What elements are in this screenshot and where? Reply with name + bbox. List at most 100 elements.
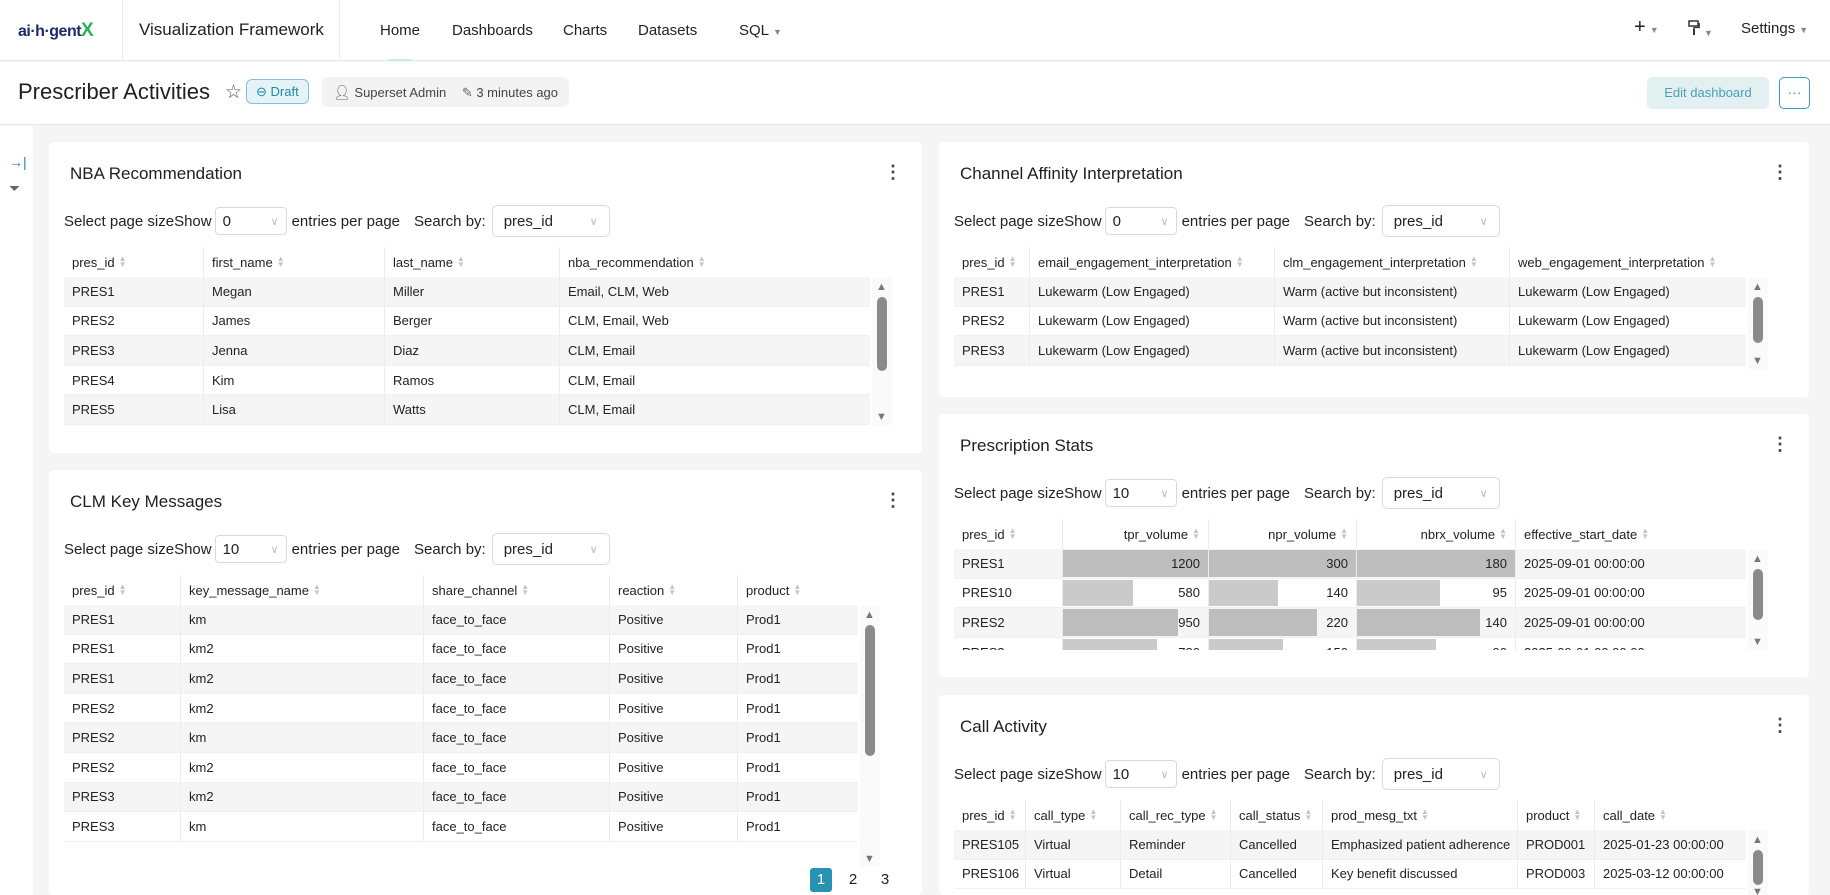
column-header[interactable]: product ▲ ▼ bbox=[1518, 800, 1595, 830]
theme-menu[interactable]: ▼ bbox=[1688, 20, 1713, 40]
column-header[interactable]: call_rec_type ▲ ▼ bbox=[1121, 800, 1231, 830]
table-row[interactable]: PRES3 km face_to_face Positive Prod1 bbox=[64, 812, 858, 842]
sort-icon[interactable]: ▲ ▼ bbox=[1708, 254, 1717, 269]
table-row[interactable]: PRES2 James Berger CLM, Email, Web bbox=[64, 306, 870, 337]
table-row[interactable]: PRES1 Megan Miller Email, CLM, Web bbox=[64, 277, 870, 307]
sort-icon[interactable]: ▲ ▼ bbox=[312, 582, 321, 597]
sort-icon[interactable]: ▲ ▼ bbox=[456, 254, 465, 269]
star-icon[interactable]: ☆ bbox=[225, 82, 243, 103]
kebab-menu-icon[interactable]: ⋮ bbox=[884, 490, 902, 510]
table-row[interactable]: PRES1 km2 face_to_face Positive Prod1 bbox=[64, 634, 858, 665]
sort-icon[interactable]: ▲ ▼ bbox=[1008, 526, 1017, 541]
column-header[interactable]: pres_id ▲ ▼ bbox=[64, 575, 181, 605]
vertical-scrollbar[interactable]: ▲ ▼ bbox=[1748, 549, 1768, 650]
kebab-menu-icon[interactable]: ⋮ bbox=[884, 162, 902, 182]
page-3-button[interactable]: 3 bbox=[880, 871, 890, 888]
table-row[interactable]: PRES2 km face_to_face Positive Prod1 bbox=[64, 723, 858, 753]
sort-icon[interactable]: ▲ ▼ bbox=[118, 254, 127, 269]
table-row[interactable]: PRES3 Jenna Diaz CLM, Email bbox=[64, 336, 870, 366]
table-row[interactable]: PRES3 Lukewarm (Low Engaged) Warm (active … bbox=[954, 336, 1746, 366]
table-row[interactable]: PRES2 km2 face_to_face Positive Prod1 bbox=[64, 752, 858, 783]
sort-icon[interactable]: ▲ ▼ bbox=[1421, 807, 1429, 822]
page-size-select[interactable]: 10 ∨ bbox=[1104, 760, 1177, 788]
column-header[interactable]: first_name ▲ ▼ bbox=[204, 247, 385, 277]
kebab-menu-icon[interactable]: ⋮ bbox=[1771, 434, 1789, 454]
column-header[interactable]: web_engagement_interpretation ▲ ▼ bbox=[1510, 247, 1746, 277]
vertical-scrollbar[interactable]: ▲ ▼ bbox=[1748, 277, 1768, 369]
sort-icon[interactable]: ▲ ▼ bbox=[1499, 526, 1507, 541]
logo[interactable]: ai·h·gentX bbox=[18, 20, 94, 42]
column-header[interactable]: last_name ▲ ▼ bbox=[385, 247, 560, 277]
status-badge[interactable]: ⊖ Draft bbox=[246, 79, 309, 104]
page-size-select[interactable]: 0 ∨ bbox=[214, 207, 287, 235]
sort-icon[interactable]: ▲ ▼ bbox=[1008, 254, 1017, 269]
kebab-menu-icon[interactable]: ⋮ bbox=[1771, 162, 1789, 182]
column-header[interactable]: effective_start_date ▲ ▼ bbox=[1516, 519, 1746, 549]
table-row[interactable]: PRES1 km2 face_to_face Positive Prod1 bbox=[64, 664, 858, 694]
page-size-select[interactable]: 0 ∨ bbox=[1104, 207, 1177, 235]
nav-charts[interactable]: Charts bbox=[563, 22, 608, 39]
edit-dashboard-button[interactable]: Edit dashboard bbox=[1647, 77, 1769, 109]
scroll-up-icon[interactable]: ▲ bbox=[864, 609, 875, 621]
column-header[interactable]: pres_id ▲ ▼ bbox=[64, 247, 204, 277]
table-row[interactable]: PRES1 km face_to_face Positive Prod1 bbox=[64, 605, 858, 635]
column-header[interactable]: nba_recommendation ▲ ▼ bbox=[560, 247, 870, 277]
settings-menu[interactable]: Settings ▼ bbox=[1741, 20, 1808, 37]
sort-icon[interactable]: ▲ ▼ bbox=[276, 254, 285, 269]
column-header[interactable]: nbrx_volume ▲ ▼ bbox=[1357, 519, 1516, 549]
page-size-select[interactable]: 10 ∨ bbox=[1104, 479, 1177, 507]
table-row[interactable]: PRES1 1200 300 180 2025-09-01 00:00:00 bbox=[954, 549, 1746, 579]
page-2-button[interactable]: 2 bbox=[848, 871, 858, 888]
column-header[interactable]: share_channel ▲ ▼ bbox=[424, 575, 610, 605]
add-menu[interactable]: + ▼ bbox=[1634, 16, 1659, 39]
column-header[interactable]: product ▲ ▼ bbox=[738, 575, 858, 605]
vertical-scrollbar[interactable]: ▲ ▼ bbox=[1748, 830, 1768, 895]
search-column-select[interactable]: pres_id ∨ bbox=[1381, 758, 1500, 790]
nav-dashboards[interactable]: Dashboards bbox=[452, 22, 533, 39]
scroll-up-icon[interactable]: ▲ bbox=[1752, 553, 1763, 565]
scrollbar-thumb[interactable] bbox=[877, 297, 887, 371]
column-header[interactable]: key_message_name ▲ ▼ bbox=[181, 575, 424, 605]
table-row[interactable]: PRES4 Kim Ramos CLM, Email bbox=[64, 365, 870, 396]
column-header[interactable]: email_engagement_interpretation ▲ ▼ bbox=[1030, 247, 1275, 277]
sort-icon[interactable]: ▲ ▼ bbox=[1235, 254, 1244, 269]
search-column-select[interactable]: pres_id ∨ bbox=[491, 533, 610, 565]
column-header[interactable]: pres_id ▲ ▼ bbox=[954, 800, 1026, 830]
column-header[interactable]: tpr_volume ▲ ▼ bbox=[1063, 519, 1209, 549]
scroll-up-icon[interactable]: ▲ bbox=[1752, 834, 1763, 846]
sort-icon[interactable]: ▲ ▼ bbox=[697, 254, 706, 269]
column-header[interactable]: reaction ▲ ▼ bbox=[610, 575, 738, 605]
sort-icon[interactable]: ▲ ▼ bbox=[1573, 807, 1582, 822]
table-row[interactable]: PRES2 950 220 140 2025-09-01 00:00:00 bbox=[954, 608, 1746, 638]
table-row[interactable]: PRES1 Lukewarm (Low Engaged) Warm (active … bbox=[954, 277, 1746, 307]
sort-icon[interactable]: ▲ ▼ bbox=[1340, 526, 1348, 541]
scrollbar-thumb[interactable] bbox=[1753, 569, 1763, 620]
sort-icon[interactable]: ▲ ▼ bbox=[1209, 807, 1218, 822]
scroll-down-icon[interactable]: ▼ bbox=[1752, 886, 1763, 895]
sort-icon[interactable]: ▲ ▼ bbox=[1089, 807, 1098, 822]
search-column-select[interactable]: pres_id ∨ bbox=[1381, 477, 1500, 509]
table-row[interactable]: PRES2 km2 face_to_face Positive Prod1 bbox=[64, 693, 858, 724]
table-row[interactable]: PRES10 580 140 95 2025-09-01 00:00:00 bbox=[954, 578, 1746, 609]
table-row[interactable]: PRES3 km2 face_to_face Positive Prod1 bbox=[64, 782, 858, 813]
sort-icon[interactable]: ▲ ▼ bbox=[1659, 807, 1667, 822]
sort-icon[interactable]: ▲ ▼ bbox=[1192, 526, 1200, 541]
column-header[interactable]: prod_mesg_txt ▲ ▼ bbox=[1323, 800, 1518, 830]
column-header[interactable]: call_type ▲ ▼ bbox=[1026, 800, 1121, 830]
scroll-down-icon[interactable]: ▼ bbox=[876, 411, 887, 423]
expand-sidebar-icon[interactable]: →| bbox=[9, 154, 27, 170]
sort-icon[interactable]: ▲ ▼ bbox=[521, 582, 530, 597]
nav-home[interactable]: Home bbox=[380, 22, 421, 61]
search-column-select[interactable]: pres_id ∨ bbox=[1381, 205, 1500, 237]
table-row[interactable]: PRES3 780 150 90 2025-09-01 00:00:00 bbox=[954, 637, 1746, 650]
nav-sql[interactable]: SQL ▼ bbox=[739, 22, 782, 39]
more-options-button[interactable]: ··· bbox=[1779, 77, 1810, 109]
table-row[interactable]: PRES106 Virtual Detail Cancelled Key benefit… bbox=[954, 859, 1746, 890]
sort-icon[interactable]: ▲ ▼ bbox=[1304, 807, 1313, 822]
column-header[interactable]: npr_volume ▲ ▼ bbox=[1209, 519, 1357, 549]
scroll-up-icon[interactable]: ▲ bbox=[876, 281, 887, 293]
page-1-button[interactable]: 1 bbox=[810, 868, 832, 892]
column-header[interactable]: clm_engagement_interpretation ▲ ▼ bbox=[1275, 247, 1510, 277]
vertical-scrollbar[interactable]: ▲ ▼ bbox=[872, 277, 892, 425]
scroll-down-icon[interactable]: ▼ bbox=[864, 853, 875, 865]
